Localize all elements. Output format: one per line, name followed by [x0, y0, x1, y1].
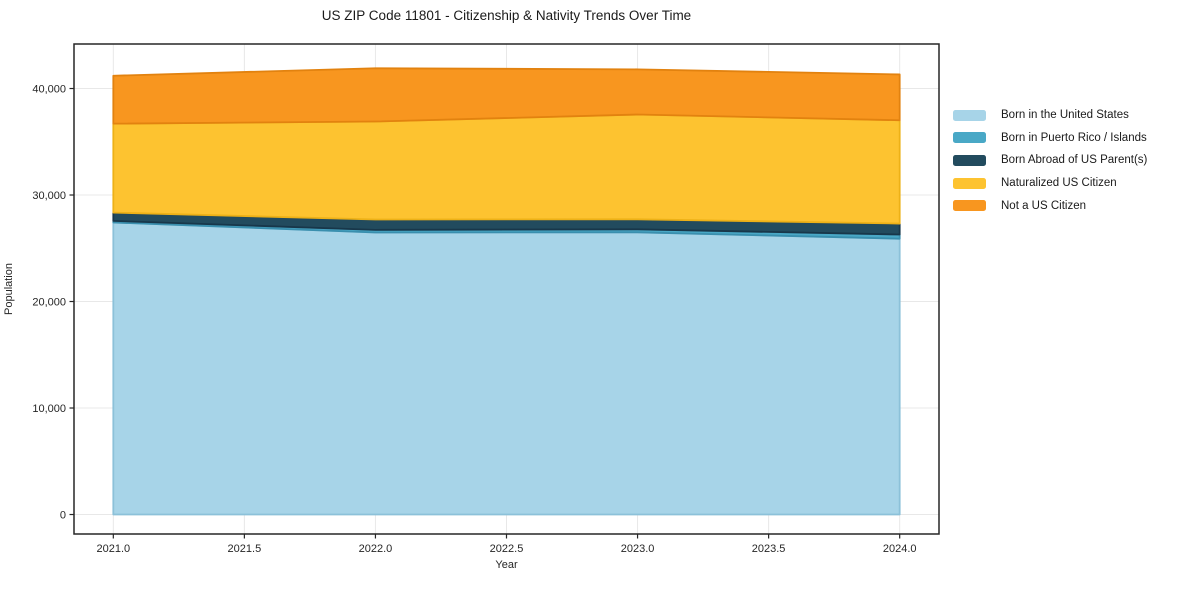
- legend-swatch-icon: [953, 109, 986, 121]
- plot-border: [73, 43, 940, 535]
- x-tick-label: 2024.0: [883, 543, 917, 555]
- x-tick-label: 2021.0: [96, 543, 130, 555]
- legend-label: Naturalized US Citizen: [1001, 177, 1117, 190]
- legend-swatch-icon: [953, 154, 986, 166]
- x-axis-label: Year: [495, 559, 518, 571]
- axis-ticks: 2021.0 2021.5 2022.0 2022.5 2023.0 2023.5 2024…: [32, 83, 916, 555]
- legend-swatch-icon: [953, 177, 986, 189]
- legend-item-2: Born in Puerto Rico / Islands: [953, 127, 1147, 150]
- area-4: [112, 113, 901, 225]
- legend-label: Born in Puerto Rico / Islands: [1001, 131, 1147, 144]
- legend-label: Born in the United States: [1001, 109, 1129, 122]
- y-tick-label: 20,000: [32, 296, 66, 308]
- legend-label: Not a US Citizen: [1001, 199, 1087, 212]
- x-tick-label: 2022.5: [490, 543, 524, 555]
- legend: Born in the United States Born in Puerto …: [953, 104, 1147, 217]
- y-tick-label: 30,000: [32, 190, 66, 202]
- area-1: [112, 221, 901, 516]
- area-series: [112, 67, 901, 516]
- area-5: [112, 67, 901, 125]
- x-tick-label: 2022.0: [359, 543, 393, 555]
- legend-item-3: Born Abroad of US Parent(s): [953, 149, 1147, 172]
- y-tick-label: 40,000: [32, 83, 66, 95]
- y-axis-label: Population: [3, 263, 15, 315]
- legend-swatch-icon: [953, 132, 986, 144]
- x-tick-label: 2021.5: [228, 543, 262, 555]
- x-tick-label: 2023.0: [621, 543, 655, 555]
- y-tick-label: 0: [60, 509, 66, 521]
- legend-item-4: Naturalized US Citizen: [953, 172, 1147, 195]
- legend-swatch-icon: [953, 200, 986, 212]
- legend-item-1: Born in the United States: [953, 104, 1147, 127]
- legend-item-5: Not a US Citizen: [953, 194, 1147, 217]
- x-tick-label: 2023.5: [752, 543, 786, 555]
- legend-label: Born Abroad of US Parent(s): [1001, 154, 1148, 167]
- y-tick-label: 10,000: [32, 403, 66, 415]
- chart-title: US ZIP Code 11801 - Citizenship & Nativi…: [321, 8, 692, 23]
